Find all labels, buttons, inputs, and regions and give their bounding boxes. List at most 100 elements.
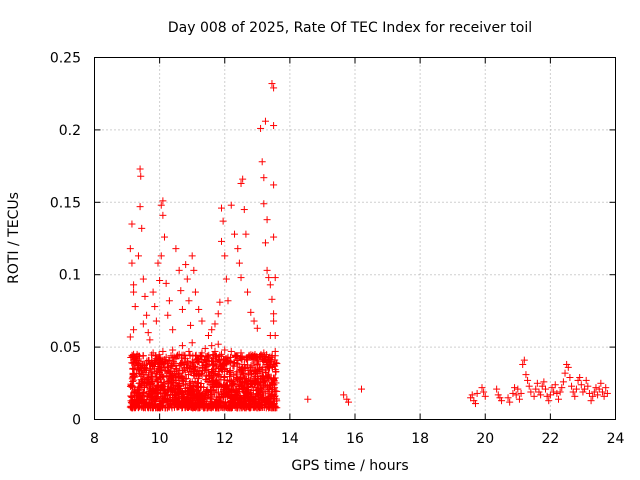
data-point xyxy=(206,398,214,406)
data-point xyxy=(210,387,218,395)
data-point xyxy=(520,356,528,364)
data-point xyxy=(569,388,577,396)
data-point xyxy=(249,387,257,395)
data-point xyxy=(514,385,522,393)
data-point xyxy=(506,398,514,406)
data-point xyxy=(263,362,271,370)
data-point xyxy=(172,362,180,370)
data-point xyxy=(240,393,248,401)
data-point xyxy=(304,395,312,403)
data-point xyxy=(480,388,488,396)
data-point xyxy=(226,367,234,375)
data-point xyxy=(224,353,232,361)
data-point xyxy=(555,395,563,403)
data-point xyxy=(178,342,186,350)
data-point xyxy=(163,395,171,403)
data-point xyxy=(144,329,152,337)
data-point xyxy=(584,382,592,390)
data-point xyxy=(202,375,210,383)
data-point xyxy=(169,378,177,386)
data-point xyxy=(496,394,504,402)
data-point xyxy=(154,259,162,267)
grid-lines xyxy=(94,57,616,420)
data-point xyxy=(134,391,142,399)
data-point xyxy=(270,181,278,189)
x-axis-label: GPS time / hours xyxy=(291,458,408,474)
data-point xyxy=(139,352,147,360)
data-point xyxy=(196,388,204,396)
data-point xyxy=(261,117,269,125)
data-point xyxy=(198,317,206,325)
data-point xyxy=(209,369,217,377)
data-point xyxy=(164,311,172,319)
data-point xyxy=(548,384,556,392)
data-point xyxy=(218,365,226,373)
data-point xyxy=(243,375,251,383)
data-point xyxy=(546,391,554,399)
data-point xyxy=(213,376,221,384)
data-point xyxy=(229,379,237,387)
data-point xyxy=(160,373,168,381)
data-point xyxy=(170,353,178,361)
data-point xyxy=(211,347,219,355)
data-point xyxy=(261,376,269,384)
data-point xyxy=(147,389,155,397)
data-point xyxy=(270,360,278,368)
data-point xyxy=(162,279,170,287)
data-point xyxy=(231,230,239,238)
data-point xyxy=(149,288,157,296)
x-tick-label: 10 xyxy=(151,431,169,447)
x-tick-label: 8 xyxy=(90,431,99,447)
data-point xyxy=(137,394,145,402)
data-point xyxy=(188,339,196,347)
data-point xyxy=(223,389,231,397)
data-point xyxy=(224,297,232,305)
data-point xyxy=(468,391,476,399)
data-point xyxy=(250,355,258,363)
y-tick-label: 0.25 xyxy=(50,51,81,67)
data-point xyxy=(151,362,159,370)
data-point xyxy=(268,80,276,88)
data-point xyxy=(258,158,266,166)
data-point xyxy=(471,400,479,408)
data-point xyxy=(139,370,147,378)
data-point xyxy=(189,363,197,371)
data-point xyxy=(248,383,256,391)
data-point xyxy=(159,386,167,394)
x-tick-label: 22 xyxy=(541,431,559,447)
data-point xyxy=(151,303,159,311)
data-point xyxy=(233,376,241,384)
x-tick-labels: 8 10 12 14 16 18 20 22 24 xyxy=(90,431,624,447)
data-point xyxy=(135,390,143,398)
data-point xyxy=(263,266,271,274)
data-point xyxy=(131,303,139,311)
x-tick-label: 12 xyxy=(216,431,234,447)
data-point xyxy=(178,404,186,412)
data-point xyxy=(237,274,245,282)
data-point xyxy=(126,382,134,390)
data-point xyxy=(470,397,478,405)
data-point xyxy=(197,383,205,391)
data-point xyxy=(558,384,566,392)
data-point xyxy=(195,305,203,313)
data-point xyxy=(270,84,278,92)
data-point xyxy=(184,371,192,379)
data-point xyxy=(227,201,235,209)
data-point xyxy=(212,362,220,370)
data-point xyxy=(541,385,549,393)
data-point xyxy=(146,336,154,344)
data-point xyxy=(188,378,196,386)
data-point xyxy=(217,204,225,212)
data-point xyxy=(165,297,173,305)
data-point xyxy=(146,404,154,412)
data-point xyxy=(146,365,154,373)
data-point xyxy=(177,354,185,362)
data-point xyxy=(561,369,569,377)
data-point xyxy=(215,404,223,412)
data-point xyxy=(129,359,137,367)
data-point xyxy=(169,326,177,334)
data-point xyxy=(159,211,167,219)
data-point xyxy=(553,389,561,397)
data-point xyxy=(244,356,252,364)
data-point xyxy=(589,392,597,400)
